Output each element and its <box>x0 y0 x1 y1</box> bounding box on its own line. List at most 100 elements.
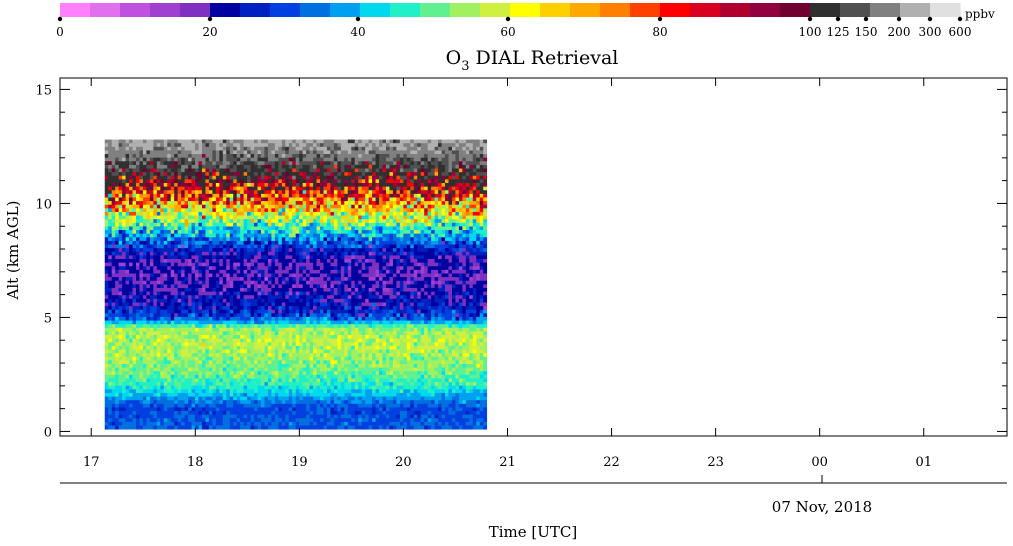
heatmap-cell <box>326 183 331 188</box>
heatmap-cell <box>188 298 192 303</box>
heatmap-cell <box>160 193 165 198</box>
heatmap-cell <box>476 193 481 198</box>
heatmap-cell <box>118 269 123 274</box>
heatmap-cell <box>181 179 185 184</box>
heatmap-cell <box>410 186 415 191</box>
heatmap-cell <box>118 208 123 213</box>
heatmap-cell <box>167 186 172 191</box>
heatmap-cell <box>476 183 481 188</box>
heatmap-cell <box>431 201 435 206</box>
heatmap-cell <box>222 237 227 242</box>
heatmap-cell <box>379 237 383 242</box>
heatmap-cell <box>184 172 189 177</box>
heatmap-cell <box>292 175 297 180</box>
heatmap-cell <box>483 154 488 159</box>
heatmap-cell <box>281 215 286 220</box>
heatmap-cell <box>271 291 276 296</box>
heatmap-cell <box>288 204 293 209</box>
heatmap-cell <box>372 240 376 245</box>
heatmap-cell <box>201 266 206 271</box>
heatmap-cell <box>250 291 255 296</box>
heatmap-cell <box>472 237 477 242</box>
heatmap-cell <box>413 269 418 274</box>
heatmap-cell <box>424 154 429 159</box>
heatmap-cell <box>344 248 349 253</box>
heatmap-cell <box>354 219 359 224</box>
heatmap-cell <box>170 154 175 159</box>
heatmap-cell <box>313 211 317 216</box>
heatmap-cell <box>149 277 154 282</box>
heatmap-cell <box>295 139 300 144</box>
heatmap-cell <box>302 172 307 177</box>
heatmap-cell <box>313 222 317 227</box>
heatmap-cell <box>448 262 453 267</box>
heatmap-cell <box>149 172 154 177</box>
heatmap-cell <box>222 175 227 180</box>
heatmap-cell <box>240 277 245 282</box>
heatmap-cell <box>226 266 231 271</box>
heatmap-cell <box>330 230 335 235</box>
heatmap-cell <box>267 280 272 285</box>
heatmap-cell <box>215 201 220 206</box>
heatmap-cell <box>226 244 231 249</box>
heatmap-cell <box>313 157 317 162</box>
heatmap-cell <box>483 219 488 224</box>
heatmap-cell <box>316 164 321 169</box>
heatmap-cell <box>316 161 321 166</box>
heatmap-cell <box>163 193 168 198</box>
heatmap-cell <box>392 262 397 267</box>
heatmap-cell <box>479 204 484 209</box>
heatmap-cell <box>441 277 446 282</box>
heatmap-cell <box>156 291 161 296</box>
heatmap-cell <box>188 193 192 198</box>
heatmap-cell <box>472 172 477 177</box>
heatmap-cell <box>431 244 435 249</box>
heatmap-cell <box>382 208 387 213</box>
heatmap-cell <box>257 197 262 202</box>
heatmap-cell <box>111 157 116 162</box>
heatmap-cell <box>323 222 328 227</box>
heatmap-cell <box>129 280 133 285</box>
heatmap-cell <box>483 143 488 148</box>
heatmap-cell <box>212 179 217 184</box>
heatmap-cell <box>181 211 185 216</box>
heatmap-cell <box>115 154 120 159</box>
heatmap-cell <box>156 248 161 253</box>
heatmap-cell <box>215 284 220 289</box>
colorbar-tick <box>896 16 902 22</box>
heatmap-cell <box>288 186 293 191</box>
heatmap-cell <box>358 150 363 155</box>
heatmap-cell <box>149 150 154 155</box>
heatmap-cell <box>285 222 290 227</box>
heatmap-cell <box>149 190 154 195</box>
heatmap-cell <box>233 157 238 162</box>
heatmap-cell <box>351 291 356 296</box>
heatmap-cell <box>333 143 338 148</box>
heatmap-cell <box>201 280 206 285</box>
heatmap-cell <box>122 287 126 292</box>
heatmap-cell <box>205 237 210 242</box>
heatmap-cell <box>136 211 140 216</box>
heatmap-cell <box>306 240 310 245</box>
heatmap-cell <box>288 172 293 177</box>
heatmap-cell <box>396 204 401 209</box>
heatmap-cell <box>299 146 304 151</box>
heatmap-cell <box>111 259 116 264</box>
heatmap-cell <box>340 161 345 166</box>
heatmap-cell <box>424 298 429 303</box>
heatmap-cell <box>139 186 144 191</box>
heatmap-cell <box>118 240 123 245</box>
heatmap-cell <box>420 175 425 180</box>
heatmap-cell <box>222 287 227 292</box>
heatmap-cell <box>326 280 331 285</box>
heatmap-cell <box>160 172 165 177</box>
heatmap-cell <box>438 237 442 242</box>
heatmap-cell <box>438 298 442 303</box>
heatmap-cell <box>375 143 380 148</box>
heatmap-cell <box>313 226 317 231</box>
heatmap-cell <box>167 208 172 213</box>
heatmap-cell <box>323 291 328 296</box>
heatmap-cell <box>306 172 310 177</box>
heatmap-cell <box>351 208 356 213</box>
